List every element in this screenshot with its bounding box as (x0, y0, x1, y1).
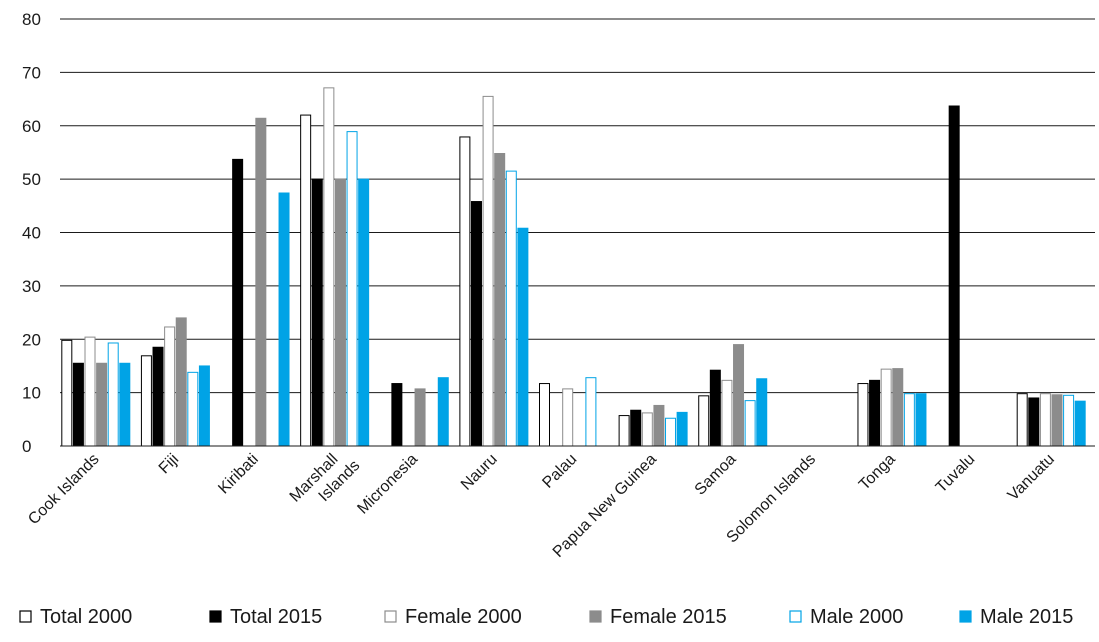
x-category-label: Tonga (856, 451, 899, 494)
bar-total-2015 (709, 369, 721, 447)
bar-total-2015 (630, 409, 642, 447)
bar-male-2015 (437, 377, 449, 447)
bar-female-2000 (164, 326, 176, 447)
bar-total-2000 (300, 114, 312, 447)
legend-swatch-female-2000 (384, 610, 397, 623)
bar-male-2015 (756, 378, 768, 447)
bar-female-2015 (96, 362, 108, 447)
bar-male-2015 (119, 362, 131, 447)
bar-total-2000 (618, 415, 630, 447)
legend-label: Female 2000 (405, 606, 522, 628)
y-tick-label: 0 (22, 437, 31, 456)
bar-total-2015 (948, 105, 960, 447)
legend-label: Total 2000 (40, 606, 132, 628)
legend-swatch-total-2015 (209, 610, 222, 623)
bar-total-2015 (72, 362, 84, 447)
x-category-label: MarshallIslands (287, 443, 364, 520)
gridlines (60, 18, 1095, 394)
bar-male-2000 (346, 131, 358, 447)
bar-female-2015 (414, 388, 426, 447)
x-axis-category-labels: Cook Islands Fiji Kiribati MarshallIslandsM… (25, 443, 1058, 561)
bar-female-2000 (562, 388, 574, 447)
y-tick-label: 70 (22, 63, 41, 82)
x-category-label: Palau (539, 451, 580, 492)
bar-female-2015 (494, 153, 506, 447)
legend-swatch-female-2015 (589, 610, 602, 623)
bar-female-2000 (641, 412, 653, 447)
bar-male-2015 (517, 227, 529, 447)
bar-male-2000 (903, 393, 915, 447)
bar-female-2015 (255, 117, 267, 447)
bar-total-2000 (61, 339, 73, 447)
legend-label: Total 2015 (230, 606, 322, 628)
bar-male-2000 (1063, 394, 1075, 447)
bar-male-2015 (915, 393, 927, 447)
bar-male-2015 (676, 411, 688, 447)
bar-female-2015 (892, 368, 904, 447)
bar-male-2015 (278, 192, 290, 447)
bar-total-2015 (1028, 397, 1040, 447)
bar-female-2015 (733, 344, 745, 447)
y-tick-label: 10 (22, 384, 41, 403)
bar-female-2015 (175, 317, 187, 447)
bar-total-2015 (311, 178, 323, 447)
bar-male-2000 (187, 371, 199, 447)
bar-female-2015 (334, 178, 346, 447)
bar-male-2015 (1074, 400, 1086, 447)
legend-swatch-male-2015 (959, 610, 972, 623)
bar-male-2015 (198, 365, 210, 447)
bar-male-2000 (665, 417, 677, 447)
x-category-label: Fiji (156, 451, 182, 477)
y-tick-label: 30 (22, 277, 41, 296)
bar-total-2015 (152, 346, 164, 447)
bar-female-2015 (653, 404, 665, 447)
bar-male-2000 (505, 170, 517, 447)
bar-total-2000 (698, 395, 710, 447)
bar-female-2000 (84, 336, 96, 447)
bar-total-2015 (869, 379, 881, 447)
x-category-label: Nauru (458, 451, 501, 494)
bar-male-2000 (744, 400, 756, 447)
legend-label: Female 2015 (610, 606, 727, 628)
x-category-label: Micronesia (354, 451, 421, 518)
y-tick-label: 20 (22, 330, 41, 349)
x-category-label: Samoa (692, 451, 740, 499)
x-category-label: Solomon Islands (724, 451, 820, 547)
bar-total-2000 (1016, 393, 1028, 447)
y-tick-label: 40 (22, 224, 41, 243)
bar-total-2000 (539, 383, 550, 447)
bar-female-2000 (482, 95, 494, 447)
bar-female-2000 (323, 87, 335, 447)
bar-male-2015 (358, 178, 370, 447)
legend: Total 2000 Total 2015 Female 2000 Female 20… (19, 606, 1073, 628)
bar-female-2000 (880, 368, 892, 447)
bar-total-2015 (470, 201, 482, 447)
bar-total-2000 (459, 136, 471, 447)
x-category-label: Tuvalu (933, 451, 979, 497)
y-tick-label: 50 (22, 170, 41, 189)
x-category-label: Cook Islands (25, 451, 102, 528)
bar-total-2015 (232, 158, 244, 447)
bar-total-2000 (857, 383, 869, 447)
y-axis-tick-labels: 0 10 20 30 40 50 60 70 80 (22, 10, 41, 456)
bar-female-2000 (721, 379, 733, 447)
y-tick-label: 80 (22, 10, 41, 29)
legend-label: Male 2000 (810, 606, 903, 628)
legend-label: Male 2015 (980, 606, 1073, 628)
bar-total-2015 (391, 383, 403, 447)
x-category-label: Vanuatu (1005, 451, 1058, 504)
bar-total-2000 (140, 355, 152, 447)
bar-male-2000 (585, 377, 597, 447)
legend-swatch-total-2000 (19, 610, 32, 623)
bar-female-2000 (1039, 393, 1051, 447)
x-category-label: Kiribati (215, 451, 262, 498)
bar-female-2015 (1051, 394, 1063, 447)
y-tick-label: 60 (22, 117, 41, 136)
legend-swatch-male-2000 (789, 610, 802, 623)
bar-male-2000 (107, 342, 119, 447)
